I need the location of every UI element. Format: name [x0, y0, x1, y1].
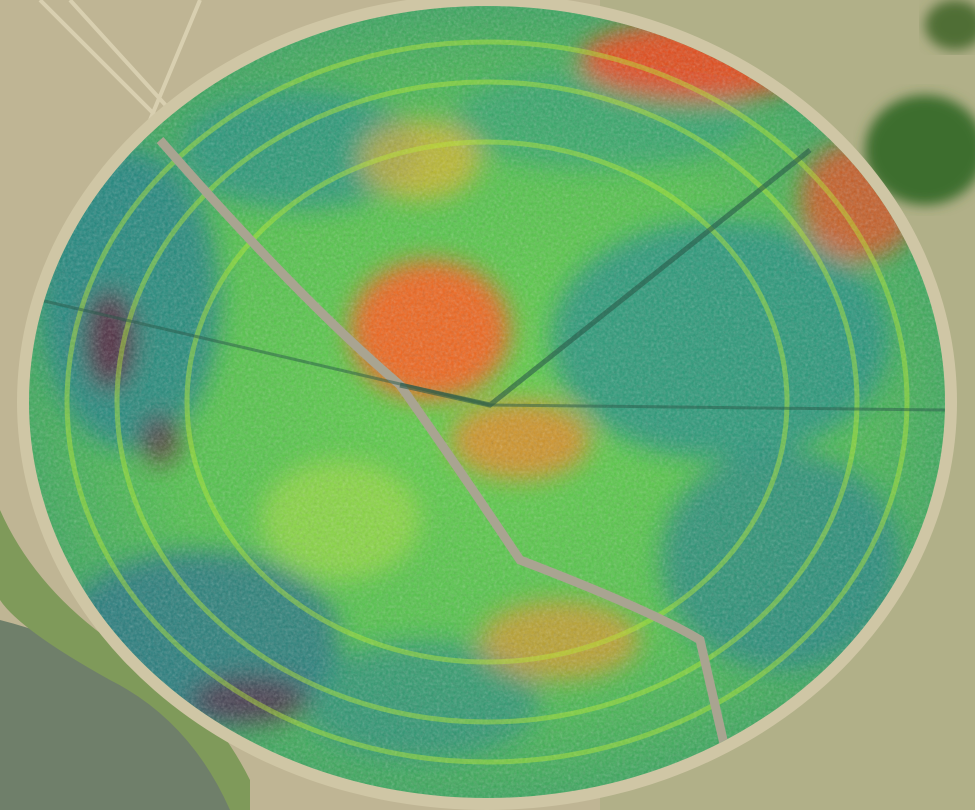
track	[38, 0, 202, 122]
trees	[925, 0, 975, 50]
lake	[0, 620, 240, 810]
trees	[865, 95, 975, 205]
